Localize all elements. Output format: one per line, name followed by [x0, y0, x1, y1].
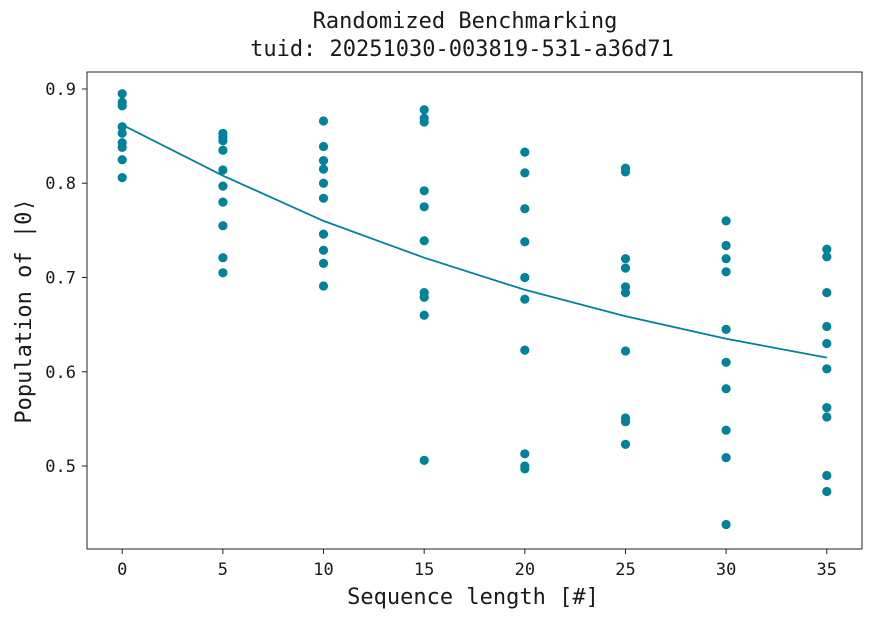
- data-point: [822, 470, 832, 481]
- data-point: [822, 412, 832, 422]
- data-point: [318, 116, 329, 126]
- data-point: [620, 167, 631, 177]
- x-axis: 0 5 10 15 20 25 30 35: [117, 549, 837, 580]
- chart-subtitle: tuid: 20251030-003819-531-a36d71: [250, 37, 674, 62]
- data-point: [419, 202, 429, 212]
- data-point: [419, 310, 429, 320]
- data-point: [117, 101, 127, 111]
- data-point: [419, 292, 429, 302]
- data-point: [520, 237, 530, 247]
- data-point: [721, 453, 731, 463]
- data-point: [117, 173, 127, 183]
- data-point: [822, 288, 832, 298]
- x-tick-label: 20: [515, 560, 535, 580]
- data-point: [620, 263, 631, 273]
- data-point: [218, 197, 228, 207]
- data-point: [318, 156, 329, 166]
- x-tick-label: 0: [117, 560, 127, 580]
- y-tick-label: 0.5: [45, 457, 76, 477]
- data-point: [721, 254, 731, 264]
- data-point: [822, 244, 832, 254]
- x-tick-label: 30: [716, 560, 736, 580]
- plot-area: [86, 71, 863, 550]
- data-point: [620, 439, 631, 449]
- fit-line: [121, 123, 827, 359]
- data-point: [419, 186, 429, 196]
- fit-layer: [121, 123, 827, 359]
- data-point: [520, 294, 530, 304]
- data-point: [721, 357, 731, 367]
- x-tick-label: 10: [313, 560, 333, 580]
- data-point: [419, 105, 429, 115]
- data-point: [520, 345, 530, 355]
- data-point: [822, 364, 832, 374]
- data-point: [318, 164, 329, 174]
- x-tick-label: 25: [615, 560, 635, 580]
- data-point: [520, 204, 530, 214]
- data-point: [318, 229, 329, 239]
- data-point: [721, 267, 731, 277]
- data-point: [620, 346, 631, 356]
- data-point: [318, 141, 329, 152]
- data-point: [318, 178, 329, 188]
- data-point: [721, 240, 731, 251]
- data-point: [218, 136, 228, 146]
- data-point: [318, 258, 329, 268]
- data-point: [318, 245, 329, 255]
- y-tick-label: 0.8: [45, 174, 76, 194]
- data-point: [721, 216, 731, 226]
- data-point: [520, 449, 530, 459]
- data-point: [117, 122, 127, 132]
- data-point: [117, 142, 127, 152]
- data-point: [218, 221, 228, 231]
- data-point: [822, 486, 832, 497]
- data-point: [520, 272, 530, 283]
- data-point: [117, 89, 127, 99]
- data-point: [117, 128, 127, 138]
- data-point: [117, 155, 127, 165]
- data-point: [721, 519, 731, 530]
- y-tick-label: 0.6: [45, 363, 76, 383]
- data-point: [721, 425, 731, 435]
- x-axis-label: Sequence length [#]: [347, 585, 599, 610]
- data-point: [218, 268, 228, 278]
- data-point: [419, 455, 429, 465]
- data-point: [620, 288, 631, 298]
- points-layer: [117, 89, 832, 530]
- data-point: [721, 324, 731, 334]
- data-point: [620, 417, 631, 427]
- chart-title: Randomized Benchmarking: [313, 9, 618, 34]
- x-tick-label: 15: [414, 560, 434, 580]
- x-tick-label: 5: [218, 560, 228, 580]
- data-point: [721, 384, 731, 394]
- data-point: [520, 168, 530, 178]
- data-point: [822, 403, 832, 413]
- data-point: [520, 147, 530, 157]
- data-point: [218, 253, 228, 263]
- x-tick-label: 35: [817, 560, 837, 580]
- data-point: [419, 117, 429, 127]
- data-point: [822, 252, 832, 262]
- data-point: [218, 181, 228, 191]
- data-point: [822, 321, 832, 332]
- data-point: [419, 236, 429, 246]
- data-point: [218, 165, 228, 175]
- y-tick-label: 0.7: [45, 269, 76, 289]
- data-point: [620, 254, 631, 264]
- data-point: [822, 338, 832, 349]
- y-axis-label: Population of |0⟩: [12, 198, 37, 423]
- data-point: [318, 281, 329, 291]
- y-tick-label: 0.9: [45, 80, 76, 100]
- y-axis: 0.5 0.6 0.7 0.8 0.9: [45, 80, 87, 477]
- data-point: [318, 193, 329, 203]
- data-point: [520, 464, 530, 474]
- data-point: [218, 145, 228, 155]
